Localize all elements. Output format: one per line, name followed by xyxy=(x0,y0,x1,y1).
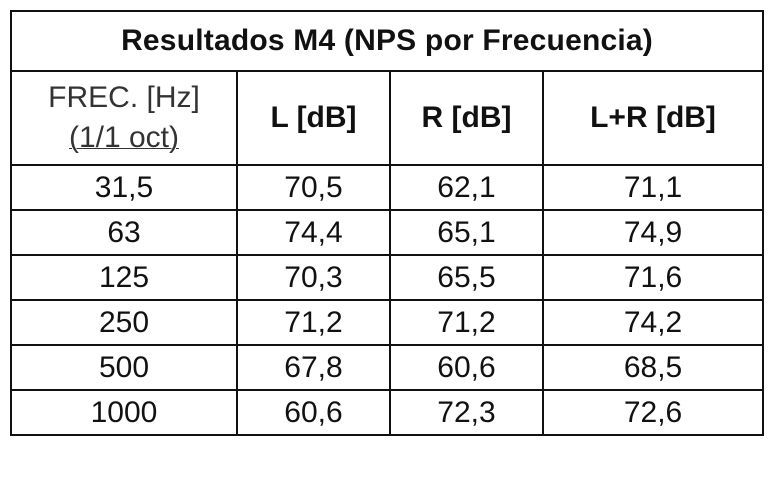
cell-left-plus-right: 71,6 xyxy=(543,255,763,300)
cell-left-plus-right: 72,6 xyxy=(543,390,763,435)
table-row: 31,5 70,5 62,1 71,1 xyxy=(11,165,763,210)
cell-right: 65,1 xyxy=(390,210,543,255)
cell-left: 70,5 xyxy=(237,165,390,210)
header-right: R [dB] xyxy=(390,71,543,165)
cell-frequency: 1000 xyxy=(11,390,237,435)
results-table: Resultados M4 (NPS por Frecuencia) FREC.… xyxy=(10,10,764,436)
cell-left-plus-right: 68,5 xyxy=(543,345,763,390)
cell-left: 70,3 xyxy=(237,255,390,300)
header-frequency: FREC. [Hz] (1/1 oct) xyxy=(11,71,237,165)
cell-frequency: 31,5 xyxy=(11,165,237,210)
cell-left-plus-right: 74,9 xyxy=(543,210,763,255)
cell-left-plus-right: 74,2 xyxy=(543,300,763,345)
cell-left: 71,2 xyxy=(237,300,390,345)
table-row: 250 71,2 71,2 74,2 xyxy=(11,300,763,345)
table-row: 125 70,3 65,5 71,6 xyxy=(11,255,763,300)
cell-right: 62,1 xyxy=(390,165,543,210)
cell-right: 71,2 xyxy=(390,300,543,345)
cell-left: 67,8 xyxy=(237,345,390,390)
cell-frequency: 500 xyxy=(11,345,237,390)
cell-frequency: 250 xyxy=(11,300,237,345)
table-row: 500 67,8 60,6 68,5 xyxy=(11,345,763,390)
table-row: 63 74,4 65,1 74,9 xyxy=(11,210,763,255)
cell-left: 60,6 xyxy=(237,390,390,435)
header-left: L [dB] xyxy=(237,71,390,165)
table-row: 1000 60,6 72,3 72,6 xyxy=(11,390,763,435)
cell-right: 72,3 xyxy=(390,390,543,435)
cell-frequency: 125 xyxy=(11,255,237,300)
cell-frequency: 63 xyxy=(11,210,237,255)
cell-left-plus-right: 71,1 xyxy=(543,165,763,210)
cell-right: 60,6 xyxy=(390,345,543,390)
table-title: Resultados M4 (NPS por Frecuencia) xyxy=(11,11,763,71)
header-frequency-line1: FREC. [Hz] xyxy=(12,78,236,118)
cell-right: 65,5 xyxy=(390,255,543,300)
cell-left: 74,4 xyxy=(237,210,390,255)
header-left-plus-right: L+R [dB] xyxy=(543,71,763,165)
header-frequency-line2: (1/1 oct) xyxy=(12,118,236,158)
